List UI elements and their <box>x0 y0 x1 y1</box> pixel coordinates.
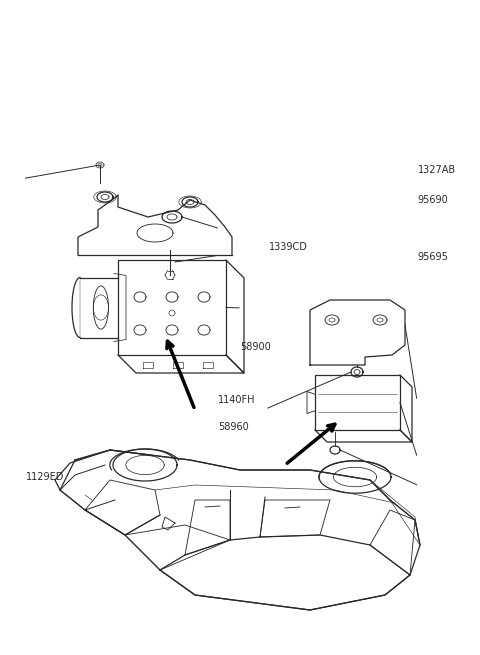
Text: 58900: 58900 <box>240 342 271 352</box>
Text: 1339CD: 1339CD <box>269 242 308 252</box>
Text: 58960: 58960 <box>218 422 249 432</box>
Text: 1327AB: 1327AB <box>418 165 456 176</box>
Text: 95690: 95690 <box>418 195 448 205</box>
Text: 1140FH: 1140FH <box>218 394 256 405</box>
Bar <box>315 375 400 430</box>
Text: 1129ED: 1129ED <box>26 472 65 482</box>
Text: 95695: 95695 <box>418 252 448 262</box>
Bar <box>118 260 226 355</box>
